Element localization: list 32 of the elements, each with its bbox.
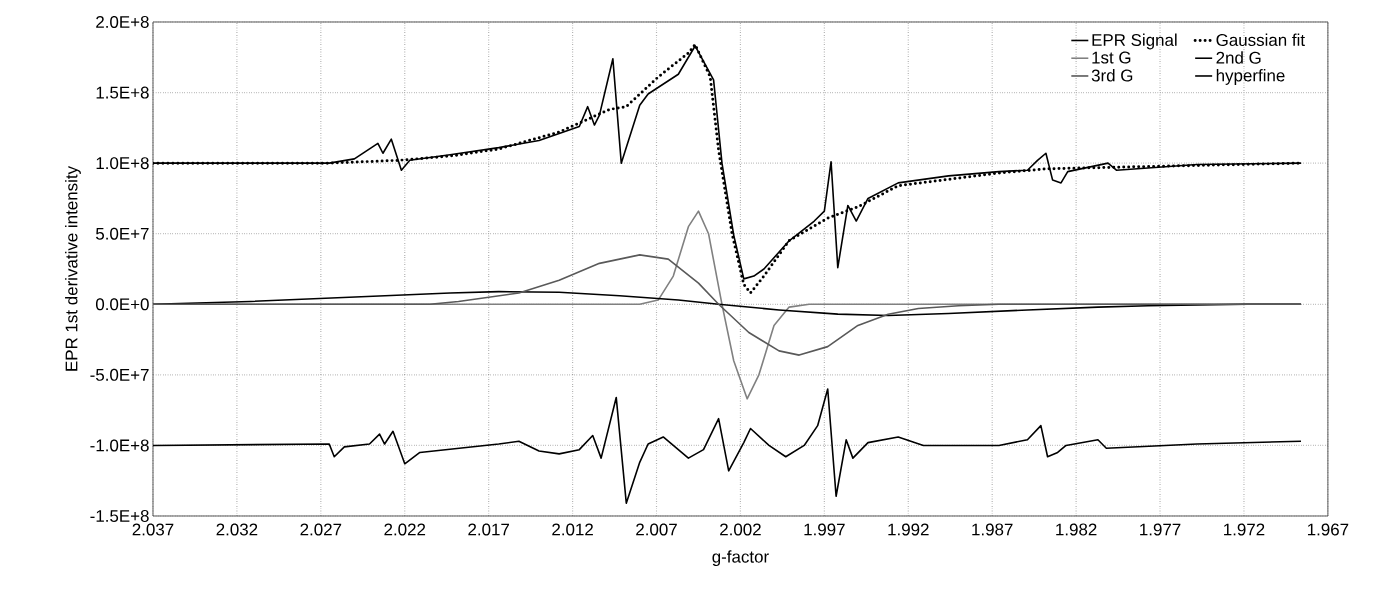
x-tick-label: 1.972 <box>1224 523 1265 536</box>
x-tick-label: 1.977 <box>1140 523 1181 536</box>
x-tick-label: 2.027 <box>300 523 342 536</box>
legend-label: EPR Signal <box>1092 33 1177 50</box>
x-tick-label: 1.967 <box>1307 523 1349 536</box>
x-axis-title: g-factor <box>712 550 769 567</box>
x-tick-label: 2.007 <box>636 523 677 536</box>
x-tick-label: 1.982 <box>1056 523 1097 536</box>
y-tick-label: 1.0E+8 <box>96 157 149 170</box>
y-tick-label: -5.0E+7 <box>90 368 149 381</box>
x-tick-label: 2.032 <box>216 523 258 536</box>
x-tick-label: 2.002 <box>720 523 761 536</box>
y-tick-label: 0.0E+0 <box>95 298 149 311</box>
x-tick-label: 2.022 <box>384 523 426 536</box>
legend-label: Gaussian fit <box>1216 33 1305 47</box>
legend-label: hyperfine <box>1216 69 1285 85</box>
x-tick-label: 2.017 <box>468 523 509 536</box>
y-tick-label: 1.5E+8 <box>96 86 149 99</box>
x-tick-label: 1.997 <box>804 523 845 536</box>
x-tick-label: 2.012 <box>552 523 593 536</box>
x-tick-label: 1.992 <box>888 523 929 536</box>
y-tick-label: 2.0E+8 <box>96 16 149 28</box>
y-axis-title: EPR 1st derivative intensity <box>65 165 81 371</box>
y-tick-label: -1.5E+8 <box>90 510 149 522</box>
line-series <box>152 388 1302 505</box>
legend-label: 2nd G <box>1216 51 1261 64</box>
x-tick-label: 2.037 <box>132 523 174 536</box>
legend-label: 1st G <box>1092 51 1131 64</box>
y-tick-label: -1.0E+8 <box>90 439 149 452</box>
legend-label: 3rd G <box>1091 69 1133 82</box>
y-tick-label: 5.0E+7 <box>95 227 149 240</box>
x-tick-label: 1.987 <box>972 523 1013 536</box>
